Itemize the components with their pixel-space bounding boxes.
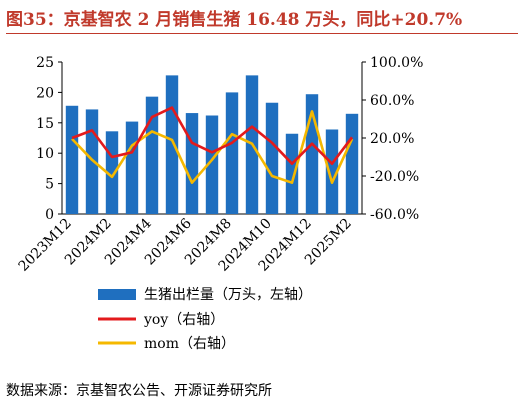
- bar: [125, 121, 139, 214]
- right-tick-label: 20.0%: [370, 131, 414, 147]
- legend-swatch-bar: [98, 289, 136, 300]
- bar: [85, 109, 99, 214]
- bar: [345, 113, 359, 214]
- chart: 0 5 10 15 20 25 -60.0% -20.0% 20.0% 60.0% 100.0% 20…: [16, 55, 424, 352]
- bar: [285, 133, 299, 214]
- right-tick-label: -60.0%: [370, 207, 419, 223]
- bar: [165, 75, 179, 214]
- legend-label-yoy: yoy（右轴）: [143, 312, 224, 328]
- legend-label-bar: 生猪出栏量（万头，左轴）: [144, 287, 312, 303]
- left-tick-label: 25: [36, 55, 54, 71]
- right-tick-label: 60.0%: [370, 93, 414, 109]
- bar: [205, 115, 219, 214]
- chart-title: 图35：京基智农 2 月销售生猪 16.48 万头，同比+20.7%: [6, 10, 463, 30]
- mom-line: [71, 110, 354, 184]
- left-tick-label: 0: [45, 207, 54, 223]
- left-tick-label: 15: [36, 116, 54, 132]
- right-tick-label: 100.0%: [370, 55, 423, 71]
- bar: [225, 92, 239, 214]
- bar: [325, 129, 339, 214]
- bar: [265, 102, 279, 214]
- yoy-line: [71, 106, 354, 165]
- left-tick-label: 5: [45, 177, 54, 193]
- bar: [185, 113, 199, 214]
- title-rule: [6, 33, 518, 34]
- legend-label-mom: mom（右轴）: [144, 336, 235, 352]
- left-tick-label: 10: [36, 146, 54, 162]
- left-tick-label: 20: [36, 85, 54, 101]
- bar: [65, 105, 79, 214]
- right-tick-label: -20.0%: [370, 169, 419, 185]
- x-tick-label: 2023M12: [16, 216, 75, 275]
- source-note: 数据来源：京基智农公告、开源证券研究所: [6, 383, 272, 399]
- bar: [145, 96, 159, 214]
